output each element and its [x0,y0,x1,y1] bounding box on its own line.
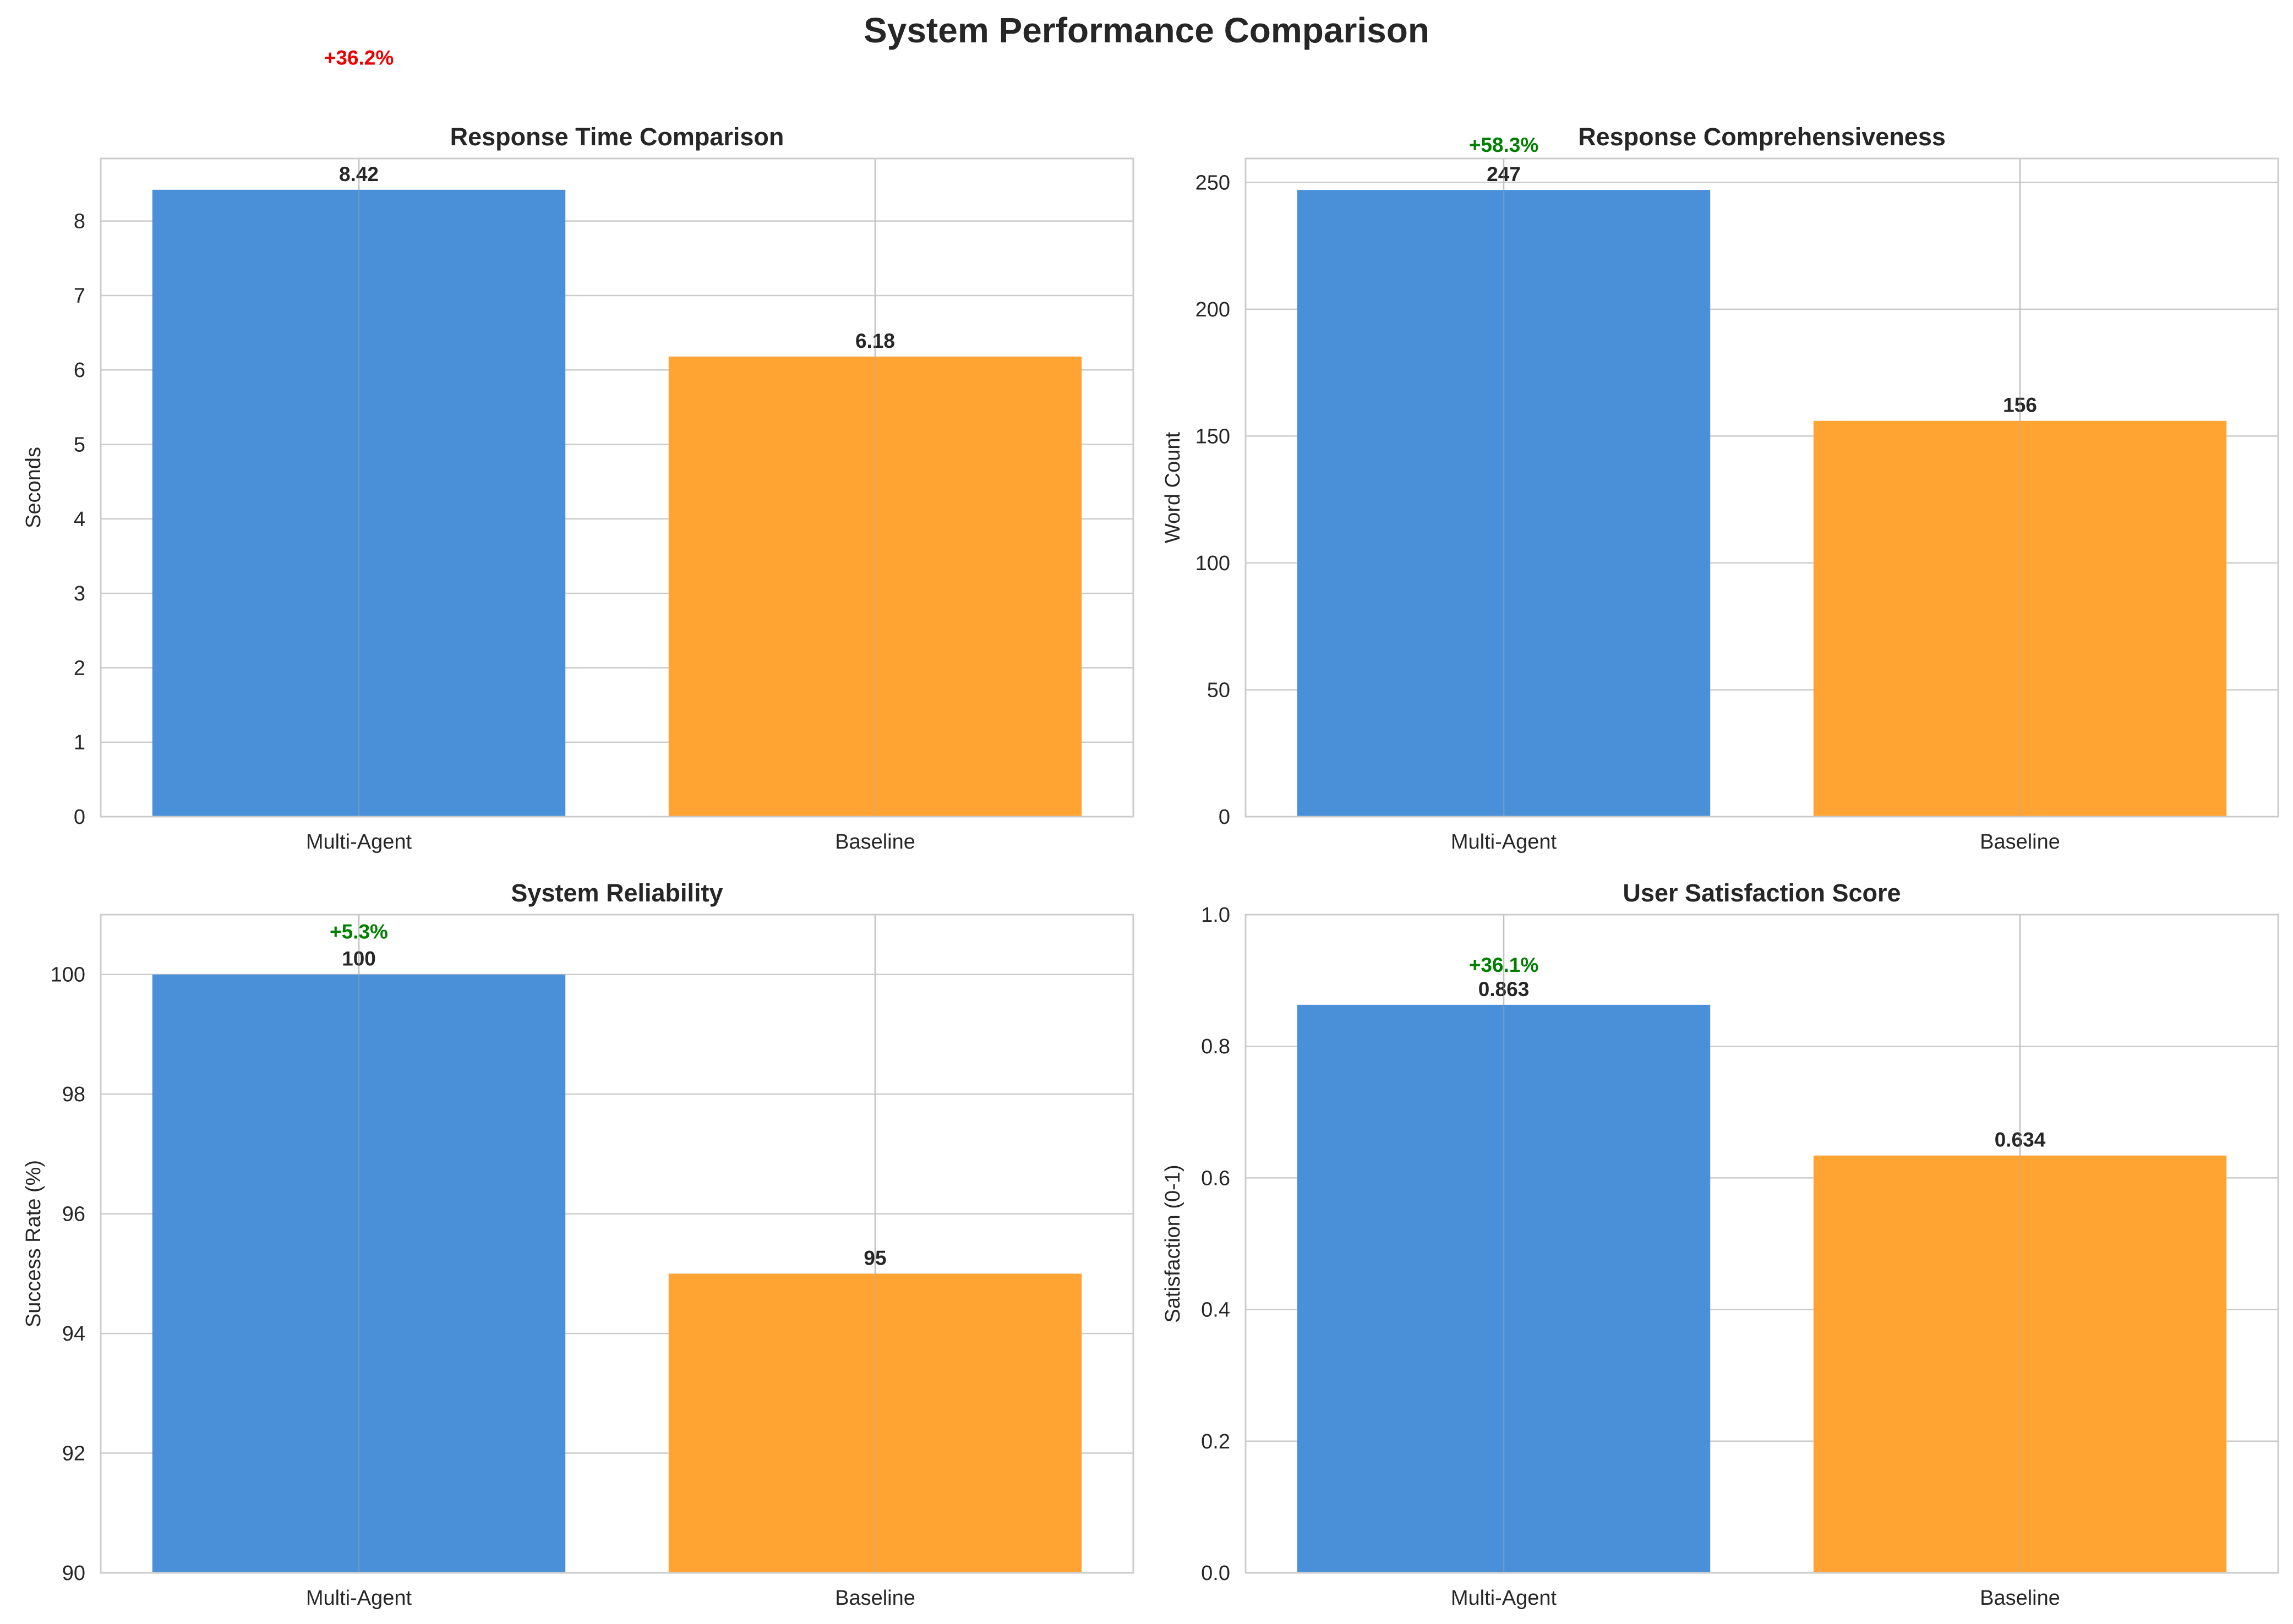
y-tick-label: 0.6 [1201,1167,1230,1190]
subplot-title: Response Comprehensiveness [1578,123,1946,151]
x-tick-label: Baseline [1980,830,2060,854]
y-tick-label: 1 [74,731,85,754]
change-annotation: +58.3% [1469,134,1539,156]
bar-value-label: 0.634 [1995,1129,2046,1151]
axes-frame [1244,914,2279,1574]
y-tick-label: 50 [1207,679,1230,702]
y-tick-label: 94 [62,1322,85,1346]
subplot-2: 0 50 100 150 200 250 247 Multi-Agent 156 Baseline… [1161,123,2279,854]
bar-value-label: 247 [1487,163,1521,185]
y-tick-label: 0 [1219,806,1230,829]
bar-baseline [668,356,1082,817]
y-tick-label: 0.8 [1201,1035,1230,1058]
bar-multi-agent [152,189,566,817]
bar-value-label: 156 [2003,394,2037,417]
subplot-title: System Reliability [511,879,723,907]
subplot-title: Response Time Comparison [450,123,784,151]
y-tick-label: 250 [1195,171,1230,194]
x-tick-label: Multi-Agent [1451,1587,1557,1610]
axes-frame [100,914,1134,1574]
y-tick-label: 0.2 [1201,1430,1230,1453]
y-axis-label: Seconds [22,447,45,528]
y-tick-label: 5 [74,434,85,457]
y-tick-label: 7 [74,285,85,308]
x-tick-label: Multi-Agent [306,830,412,854]
bar-value-label: 0.863 [1478,978,1530,1000]
bar-baseline [1813,1155,2227,1573]
subplot-3: 90 92 94 96 98 100 100 Multi-Agent 95 Baseline Sys… [22,879,1134,1610]
x-tick-label: Baseline [835,1587,915,1610]
y-axis-label: Success Rate (%) [22,1160,45,1327]
x-tick-label: Multi-Agent [1451,830,1557,854]
subplot-title: User Satisfaction Score [1623,879,1901,907]
bar-value-label: 100 [342,948,376,970]
bar-baseline [668,1273,1082,1573]
change-annotation: +5.3% [330,920,388,943]
figure-title: System Performance Comparison [864,10,1429,50]
y-tick-label: 6 [74,359,85,382]
y-tick-label: 150 [1195,425,1230,448]
x-tick-label: Baseline [1980,1587,2060,1610]
axes-frame [1244,157,2279,818]
change-annotation: +36.2% [324,47,394,69]
y-tick-label: 0.4 [1201,1299,1230,1322]
y-tick-label: 96 [62,1203,85,1226]
bar-multi-agent [152,974,566,1573]
y-axis-label: Word Count [1161,432,1184,544]
y-tick-label: 0.0 [1201,1562,1230,1585]
y-tick-label: 1.0 [1201,904,1230,927]
y-tick-label: 2 [74,657,85,680]
y-tick-label: 92 [62,1442,85,1466]
y-tick-label: 100 [51,964,85,987]
bar-multi-agent [1297,190,1711,817]
bar-baseline [1813,420,2227,817]
y-tick-label: 4 [74,508,85,531]
x-tick-label: Baseline [835,830,915,854]
bar-multi-agent [1297,1004,1711,1573]
bar-value-label: 6.18 [855,330,895,352]
y-tick-label: 200 [1195,298,1230,321]
y-tick-label: 98 [62,1083,85,1106]
x-tick-label: Multi-Agent [306,1587,412,1610]
subplot-1: 0 1 2 3 4 5 6 7 8 8.42 Multi-Agent 6.18 Baseline Resp… [22,47,1134,854]
bar-value-label: 95 [864,1246,886,1269]
axes-frame [100,157,1134,818]
subplot-4: 0.0 0.2 0.4 0.6 0.8 1.0 0.863 Multi-Agent 0.634 B… [1161,879,2279,1610]
y-tick-label: 100 [1195,552,1230,575]
change-annotation: +36.1% [1469,954,1539,976]
y-tick-label: 3 [74,582,85,605]
y-tick-label: 8 [74,210,85,233]
y-tick-label: 0 [74,806,85,829]
bar-value-label: 8.42 [339,163,379,185]
y-axis-label: Satisfaction (0-1) [1161,1164,1184,1322]
y-tick-label: 90 [62,1562,85,1585]
